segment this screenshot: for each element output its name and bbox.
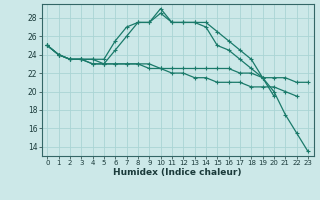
X-axis label: Humidex (Indice chaleur): Humidex (Indice chaleur) xyxy=(113,168,242,177)
